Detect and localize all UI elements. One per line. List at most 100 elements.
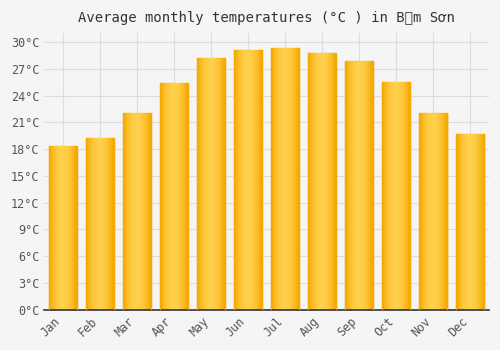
Bar — [61, 147, 62, 310]
Bar — [324, 53, 325, 310]
Bar — [100, 139, 102, 310]
Bar — [358, 61, 360, 310]
Bar — [200, 58, 202, 310]
Bar — [292, 48, 293, 310]
Bar — [168, 83, 169, 310]
Bar — [471, 134, 472, 310]
Bar — [368, 61, 369, 310]
Bar — [311, 53, 312, 310]
Bar — [98, 139, 100, 310]
Bar — [102, 139, 103, 310]
Bar — [185, 83, 186, 310]
Bar — [293, 48, 294, 310]
Bar — [220, 58, 221, 310]
Bar — [277, 48, 278, 310]
Bar — [357, 61, 358, 310]
Bar — [123, 113, 124, 310]
Bar — [210, 58, 211, 310]
Bar — [213, 58, 214, 310]
Bar — [464, 134, 465, 310]
Bar — [148, 113, 149, 310]
Bar — [106, 139, 107, 310]
Bar — [314, 53, 316, 310]
Bar — [394, 82, 395, 310]
Bar — [91, 139, 92, 310]
Bar — [351, 61, 352, 310]
Bar — [354, 61, 355, 310]
Bar — [181, 83, 182, 310]
Bar — [274, 48, 275, 310]
Bar — [244, 50, 246, 310]
Bar — [437, 113, 438, 310]
Bar — [207, 58, 208, 310]
Bar — [316, 53, 318, 310]
Bar — [167, 83, 168, 310]
Bar — [276, 48, 277, 310]
Bar — [404, 82, 406, 310]
Bar — [465, 134, 466, 310]
Bar — [397, 82, 398, 310]
Bar — [408, 82, 409, 310]
Bar — [346, 61, 347, 310]
Bar — [319, 53, 320, 310]
Bar — [179, 83, 180, 310]
Bar — [295, 48, 296, 310]
Bar — [240, 50, 241, 310]
Title: Average monthly temperatures (°C ) in Bỉm Sơn: Average monthly temperatures (°C ) in Bỉ… — [78, 11, 455, 25]
Bar — [278, 48, 279, 310]
Bar — [54, 147, 56, 310]
Bar — [133, 113, 134, 310]
Bar — [396, 82, 397, 310]
Bar — [94, 139, 95, 310]
Bar — [275, 48, 276, 310]
Bar — [313, 53, 314, 310]
Bar — [424, 113, 425, 310]
Bar — [438, 113, 439, 310]
Bar — [69, 147, 70, 310]
Bar — [107, 139, 108, 310]
Bar — [383, 82, 384, 310]
Bar — [139, 113, 140, 310]
Bar — [440, 113, 441, 310]
Bar — [206, 58, 207, 310]
Bar — [288, 48, 290, 310]
Bar — [356, 61, 357, 310]
Bar — [163, 83, 164, 310]
Bar — [398, 82, 399, 310]
Bar — [470, 134, 471, 310]
Bar — [481, 134, 482, 310]
Bar — [326, 53, 327, 310]
Bar — [370, 61, 371, 310]
Bar — [260, 50, 262, 310]
Bar — [241, 50, 242, 310]
Bar — [70, 147, 72, 310]
Bar — [202, 58, 203, 310]
Bar — [149, 113, 150, 310]
Bar — [257, 50, 258, 310]
Bar — [242, 50, 244, 310]
Bar — [90, 139, 91, 310]
Bar — [279, 48, 280, 310]
Bar — [425, 113, 426, 310]
Bar — [468, 134, 469, 310]
Bar — [108, 139, 109, 310]
Bar — [222, 58, 223, 310]
Bar — [322, 53, 323, 310]
Bar — [308, 53, 309, 310]
Bar — [362, 61, 364, 310]
Bar — [166, 83, 167, 310]
Bar — [395, 82, 396, 310]
Bar — [67, 147, 68, 310]
Bar — [252, 50, 253, 310]
Bar — [290, 48, 291, 310]
Bar — [212, 58, 213, 310]
Bar — [441, 113, 442, 310]
Bar — [103, 139, 104, 310]
Bar — [360, 61, 362, 310]
Bar — [382, 82, 383, 310]
Bar — [334, 53, 336, 310]
Bar — [204, 58, 205, 310]
Bar — [150, 113, 151, 310]
Bar — [330, 53, 332, 310]
Bar — [52, 147, 54, 310]
